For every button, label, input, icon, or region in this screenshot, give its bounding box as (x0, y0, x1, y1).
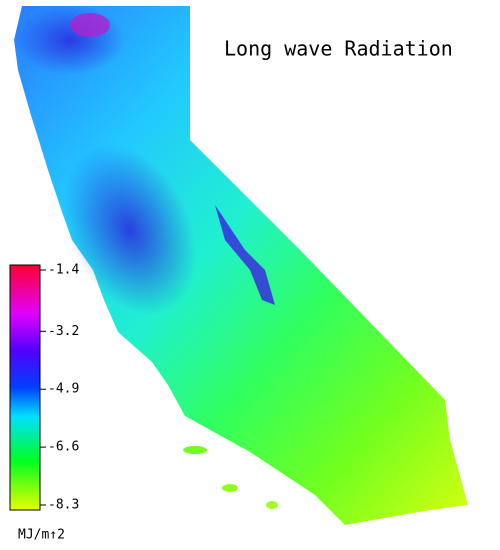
tick-label: -8.3 (48, 498, 79, 513)
colorbar (9, 264, 41, 511)
tick-label: -6.6 (48, 440, 79, 455)
unit-label: MJ/m↑2 (18, 528, 65, 543)
tick-label: -4.9 (48, 382, 79, 397)
california (14, 5, 468, 525)
tick-label: -1.4 (48, 263, 79, 278)
colorbar-ticks: -1.4 -3.2 -4.9 -6.6 -8.3 (40, 263, 79, 513)
tick-label: -3.2 (48, 324, 79, 339)
map-title: Long wave Radiation (224, 37, 453, 61)
